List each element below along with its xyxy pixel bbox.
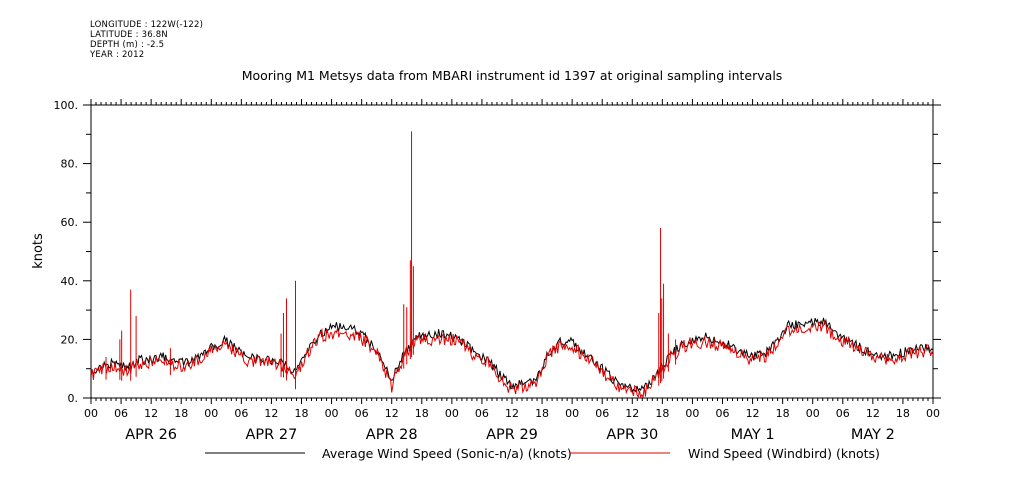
- day-label: APR 26: [125, 427, 177, 443]
- hour-tick-label: 06: [475, 407, 489, 420]
- hour-tick-label: 00: [325, 407, 339, 420]
- hour-tick-label: 12: [264, 407, 278, 420]
- y-tick-label: 20.: [61, 333, 79, 346]
- hour-tick-label: 06: [114, 407, 128, 420]
- hour-tick-label: 00: [445, 407, 459, 420]
- day-labels: APR 26 APR 27 APR 28 APR 29 APR 30 MAY 1 MAY 2: [125, 427, 895, 443]
- hour-tick-label: 00: [204, 407, 218, 420]
- y-tick-labels: 0. 20. 40. 60. 80. 100.: [54, 99, 79, 405]
- hour-tick-label: 12: [505, 407, 519, 420]
- hour-tick-label: 06: [595, 407, 609, 420]
- hour-tick-label: 12: [144, 407, 158, 420]
- hour-tick-label: 18: [776, 407, 790, 420]
- hour-tick-label: 12: [625, 407, 639, 420]
- y-tick-label: 100.: [54, 99, 79, 112]
- hour-tick-label: 12: [746, 407, 760, 420]
- hour-tick-label: 18: [295, 407, 309, 420]
- hour-tick-label: 06: [716, 407, 730, 420]
- hour-tick-label: 00: [926, 407, 940, 420]
- hour-tick-label: 18: [415, 407, 429, 420]
- hour-tick-label: 18: [174, 407, 188, 420]
- chart-title: Mooring M1 Metsys data from MBARI instru…: [242, 68, 783, 83]
- year-text: YEAR : 2012: [90, 50, 145, 60]
- y-tick-label: 40.: [61, 275, 79, 288]
- series-layer: [90, 131, 934, 399]
- hour-tick-label: 06: [234, 407, 248, 420]
- legend-label-windbird: Wind Speed (Windbird) (knots): [688, 446, 880, 461]
- hour-tick-label: 06: [836, 407, 850, 420]
- y-tick-label: 60.: [61, 216, 79, 229]
- metadata-block: LONGITUDE : 122W(-122) LATITUDE : 36.8N …: [90, 20, 203, 60]
- latitude-text: LATITUDE : 36.8N: [90, 30, 168, 40]
- hour-tick-label: 00: [84, 407, 98, 420]
- longitude-text: LONGITUDE : 122W(-122): [90, 20, 204, 30]
- day-label: APR 30: [606, 427, 658, 443]
- axis-ticks: [83, 99, 941, 404]
- y-tick-label: 80.: [61, 158, 79, 171]
- hour-tick-label: 12: [866, 407, 880, 420]
- y-tick-label: 0.: [68, 392, 79, 405]
- day-label: MAY 1: [731, 427, 775, 443]
- y-axis-label: knots: [31, 233, 46, 269]
- hour-tick-label: 00: [565, 407, 579, 420]
- day-label: APR 27: [246, 427, 298, 443]
- hour-tick-label: 18: [535, 407, 549, 420]
- hour-tick-label: 12: [385, 407, 399, 420]
- day-label: MAY 2: [851, 427, 895, 443]
- depth-text: DEPTH (m) : -2.5: [90, 40, 165, 50]
- hour-tick-label: 18: [655, 407, 669, 420]
- hour-tick-label: 00: [685, 407, 699, 420]
- day-label: APR 28: [366, 427, 418, 443]
- x-tick-labels: 00 06 12 18 00 06 12 18 00 06 12 18 00 06 12 18 00 06 12 18…: [84, 407, 940, 420]
- series-windbird-line: [90, 320, 934, 399]
- plot-frame: [90, 104, 934, 399]
- hour-tick-label: 18: [896, 407, 910, 420]
- day-label: APR 29: [486, 427, 538, 443]
- hour-tick-label: 00: [806, 407, 820, 420]
- legend-label-average: Average Wind Speed (Sonic-n/a) (knots): [322, 446, 572, 461]
- hour-tick-label: 06: [355, 407, 369, 420]
- series-average-wind-line: [90, 317, 934, 394]
- legend: Average Wind Speed (Sonic-n/a) (knots) W…: [205, 446, 880, 461]
